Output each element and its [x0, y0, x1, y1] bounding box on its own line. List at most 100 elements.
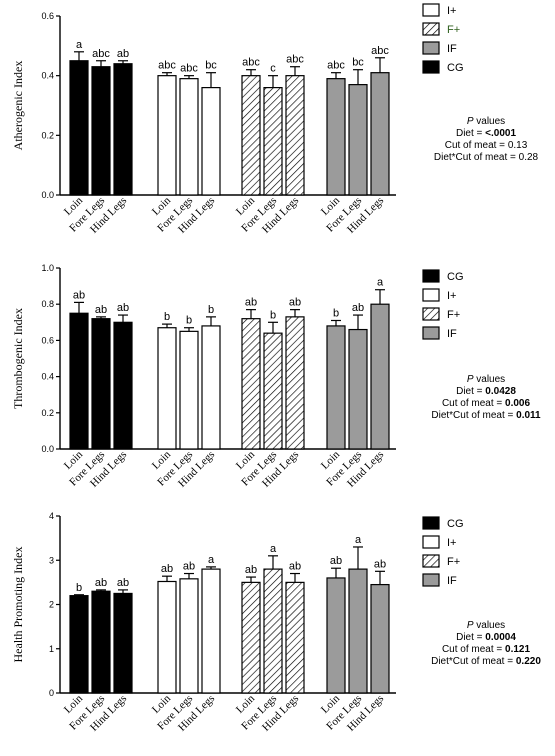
p-values-title: P values: [467, 116, 505, 127]
significance-letter: ab: [245, 297, 257, 309]
legend-swatch-I+: [422, 535, 440, 549]
significance-letter: ab: [289, 297, 301, 309]
significance-letter: abc: [242, 57, 260, 69]
p-value-line: Diet = 0.0428: [456, 386, 516, 397]
p-value-label: Diet =: [456, 632, 485, 643]
significance-letter: ab: [289, 561, 301, 573]
bar-CG-hind-legs: [113, 63, 133, 196]
legend: CG I+ F+ IF: [422, 269, 464, 340]
bar-CG-loin: [69, 312, 89, 450]
bar-F+-loin: [241, 581, 261, 694]
p-values-title-p: P: [467, 620, 474, 631]
p-value-label: Cut of meat =: [445, 140, 508, 151]
significance-letter: abc: [286, 54, 304, 66]
y-tick-label: 3: [49, 555, 54, 565]
p-value-line: Diet*Cut of meat = 0.220: [431, 656, 541, 667]
bar-CG-loin: [69, 595, 89, 694]
significance-letter: a: [377, 277, 384, 289]
p-value-line: Cut of meat = 0.006: [442, 398, 531, 409]
y-tick-label: 2: [49, 600, 54, 610]
legend-label-I+: I+: [447, 5, 456, 17]
p-value-value: 0.006: [505, 398, 530, 409]
y-tick-label: 0.6: [41, 11, 54, 21]
y-tick-label: 0.8: [41, 299, 54, 309]
significance-letter: b: [186, 315, 192, 327]
significance-letter: abc: [371, 45, 389, 57]
p-value-label: Diet =: [456, 128, 485, 139]
legend-label-CG: CG: [447, 518, 464, 530]
legend-swatch-F+: [422, 554, 440, 568]
legend-label-I+: I+: [447, 537, 456, 549]
p-values-title-rest: values: [473, 374, 505, 385]
bar-F+-fore-legs: [263, 568, 283, 694]
bar-F+-hind-legs: [285, 75, 305, 196]
y-axis-label: Health Promoting Index: [11, 547, 25, 663]
bar-F+-hind-legs: [285, 316, 305, 450]
y-tick-label: 0.4: [41, 372, 54, 382]
bar-F+-fore-legs: [263, 332, 283, 450]
significance-letter: bc: [352, 57, 364, 69]
legend-swatch-CG: [422, 269, 440, 283]
significance-letter: bc: [205, 60, 217, 72]
significance-letter: abc: [158, 60, 176, 72]
p-value-label: Cut of meat =: [442, 644, 505, 655]
y-tick-label: 4: [49, 511, 54, 521]
bar-CG-hind-legs: [113, 321, 133, 450]
legend: CG I+ F+ IF: [422, 516, 464, 587]
significance-letter: ab: [330, 555, 342, 567]
significance-letter: ab: [352, 302, 364, 314]
p-value-value: 0.28: [519, 152, 539, 163]
p-value-label: Diet =: [456, 386, 485, 397]
significance-letter: b: [208, 304, 214, 316]
legend-label-F+: F+: [447, 24, 460, 36]
p-values-title-rest: values: [473, 620, 505, 631]
bar-IF-fore-legs: [348, 328, 368, 450]
bar-IF-fore-legs: [348, 84, 368, 196]
bar-F+-fore-legs: [263, 86, 283, 196]
y-tick-label: 1.0: [41, 263, 54, 273]
p-values-title-p: P: [467, 116, 474, 127]
legend-swatch-F+: [422, 22, 440, 36]
p-values-title: P values: [467, 620, 505, 631]
bar-I+-hind-legs: [201, 568, 221, 694]
legend-swatch-IF: [422, 41, 440, 55]
p-value-label: Diet*Cut of meat =: [434, 152, 519, 163]
p-value-value: 0.121: [505, 644, 530, 655]
bar-I+-loin: [157, 327, 177, 450]
legend-swatch-I+: [422, 3, 440, 17]
bar-F+-loin: [241, 318, 261, 450]
bar-I+-hind-legs: [201, 325, 221, 450]
bar-CG-fore-legs: [91, 66, 111, 196]
p-values-title: P values: [467, 374, 505, 385]
bar-F+-hind-legs: [285, 581, 305, 694]
bar-IF-hind-legs: [370, 303, 390, 450]
bar-CG-hind-legs: [113, 592, 133, 694]
p-value-label: Diet*Cut of meat =: [431, 410, 516, 421]
legend-label-I+: I+: [447, 290, 456, 302]
significance-letter: a: [355, 534, 362, 546]
legend-swatch-CG: [422, 60, 440, 74]
legend-swatch-CG: [422, 516, 440, 530]
p-values-title-rest: values: [473, 116, 505, 127]
chart-panel-1: Atherogenic Index 0.0 0.2 0.4 0.6 aLoinabcFor…: [11, 3, 539, 236]
legend-swatch-IF: [422, 326, 440, 340]
significance-letter: a: [76, 39, 83, 51]
p-value-value: 0.13: [508, 140, 528, 151]
legend-label-IF: IF: [447, 328, 457, 340]
significance-letter: ab: [117, 48, 129, 60]
significance-letter: b: [76, 582, 82, 594]
p-value-value: 0.0004: [485, 632, 516, 643]
p-value-line: Diet*Cut of meat = 0.011: [431, 410, 541, 421]
significance-letter: ab: [183, 561, 195, 573]
significance-letter: b: [164, 311, 170, 323]
